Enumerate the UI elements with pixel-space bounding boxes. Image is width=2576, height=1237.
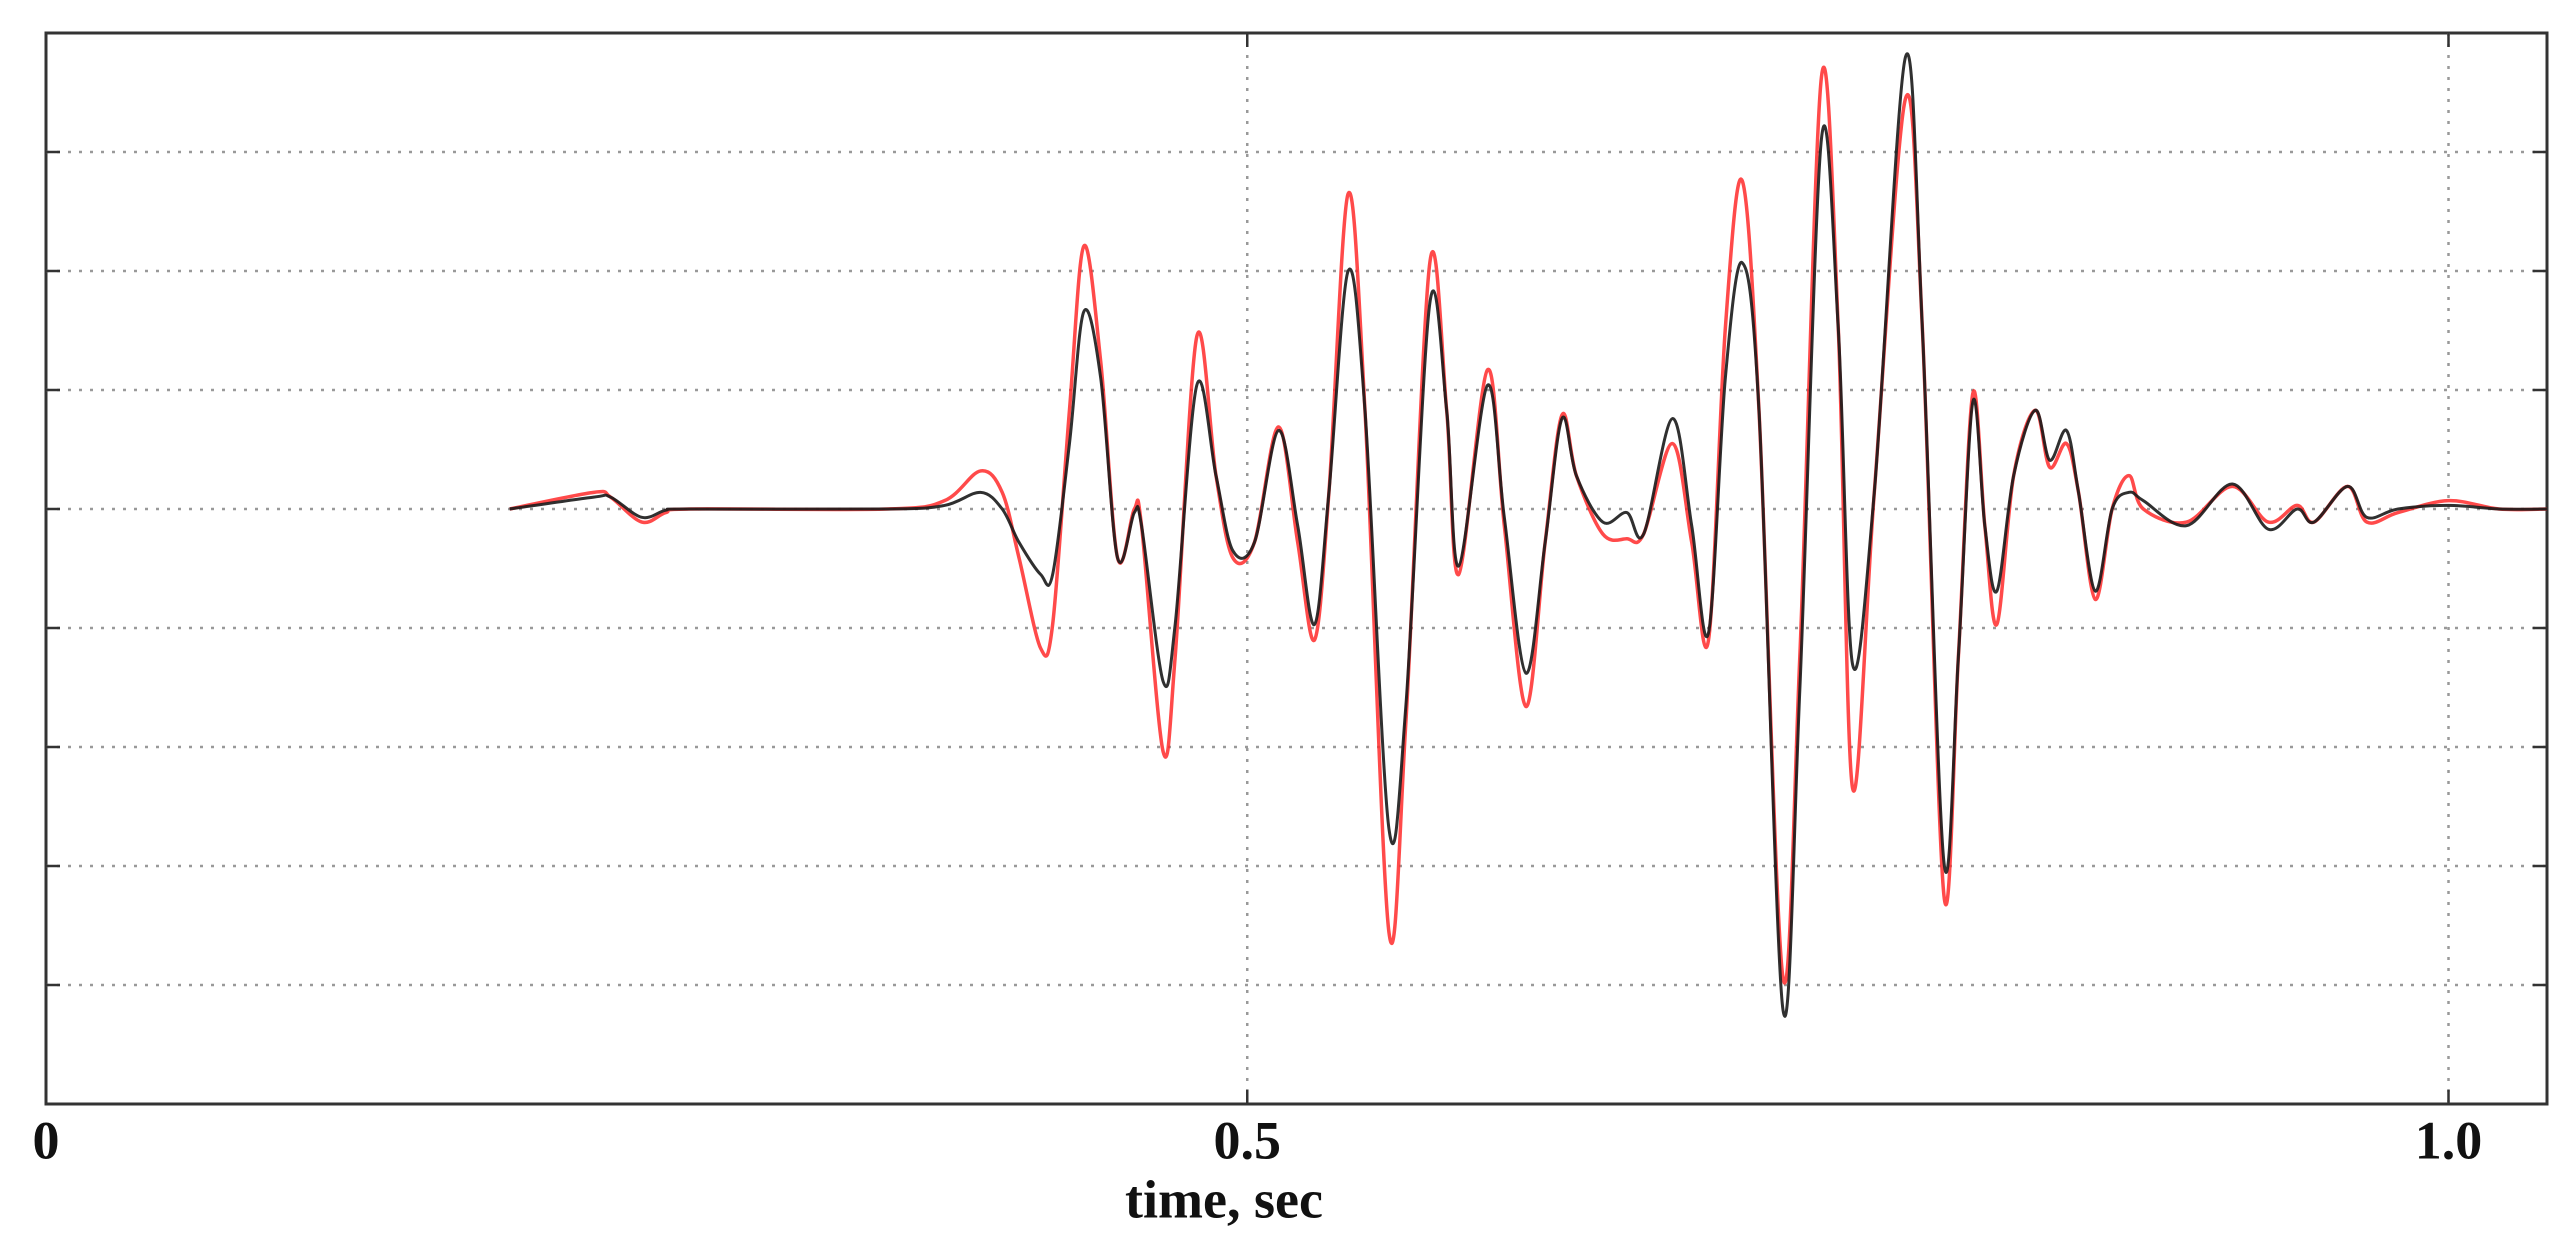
plot-frame [44,31,2549,1106]
x-tick-label: 0.5 [1213,1110,1281,1170]
x-axis-title: time, sec [1125,1169,1323,1229]
line-series [509,52,2548,1018]
x-tick-label: 1.0 [2415,1110,2483,1170]
x-tick-label: 0 [33,1110,60,1170]
